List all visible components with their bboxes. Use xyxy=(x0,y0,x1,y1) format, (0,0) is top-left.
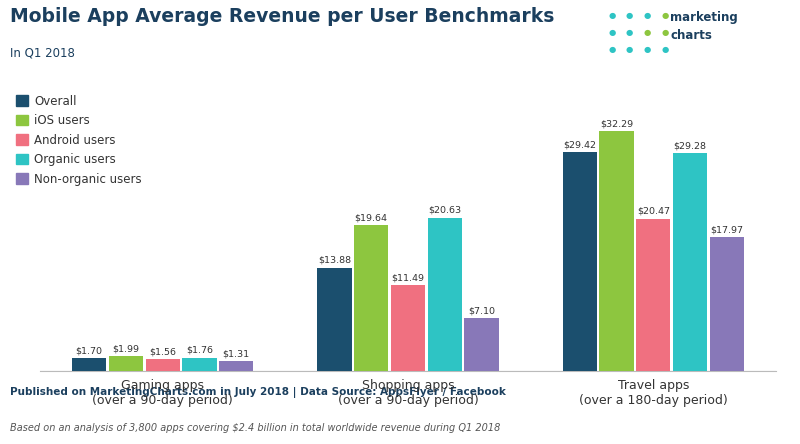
Text: ●: ● xyxy=(626,45,634,54)
Text: $1.31: $1.31 xyxy=(222,349,250,358)
Text: $29.28: $29.28 xyxy=(674,142,706,151)
Text: $1.99: $1.99 xyxy=(112,344,139,353)
Text: ●: ● xyxy=(608,28,616,37)
Bar xyxy=(354,225,388,371)
Text: charts: charts xyxy=(670,29,712,42)
Bar xyxy=(428,218,462,371)
Text: $17.97: $17.97 xyxy=(710,226,743,234)
Bar xyxy=(710,238,744,371)
Text: $1.70: $1.70 xyxy=(75,346,102,355)
Bar xyxy=(391,285,425,371)
Text: ●: ● xyxy=(661,28,669,37)
Text: ●: ● xyxy=(608,45,616,54)
Text: ●: ● xyxy=(661,45,669,54)
Bar xyxy=(636,219,670,371)
Text: ●: ● xyxy=(643,28,651,37)
Text: $20.47: $20.47 xyxy=(637,207,670,216)
Text: ●: ● xyxy=(608,11,616,20)
Bar xyxy=(318,268,351,371)
Bar xyxy=(219,361,254,371)
Text: $1.56: $1.56 xyxy=(149,347,176,356)
Text: In Q1 2018: In Q1 2018 xyxy=(10,47,74,59)
Text: $11.49: $11.49 xyxy=(391,274,425,282)
Text: $1.76: $1.76 xyxy=(186,346,213,355)
Text: ●: ● xyxy=(643,45,651,54)
Bar xyxy=(146,359,180,371)
Bar xyxy=(599,131,634,371)
Text: marketing: marketing xyxy=(670,11,738,24)
Text: $19.64: $19.64 xyxy=(354,213,388,222)
Legend: Overall, iOS users, Android users, Organic users, Non-organic users: Overall, iOS users, Android users, Organ… xyxy=(17,95,142,186)
Text: ●: ● xyxy=(626,11,634,20)
Bar xyxy=(673,154,707,371)
Bar xyxy=(562,152,597,371)
Text: ●: ● xyxy=(643,11,651,20)
Text: $20.63: $20.63 xyxy=(428,206,462,215)
Text: Based on an analysis of 3,800 apps covering $2.4 billion in total worldwide reve: Based on an analysis of 3,800 apps cover… xyxy=(10,424,500,433)
Text: Published on MarketingCharts.com in July 2018 | Data Source: AppsFlyer / Faceboo: Published on MarketingCharts.com in July… xyxy=(10,388,506,398)
Bar xyxy=(182,358,217,371)
Bar xyxy=(72,358,106,371)
Text: $13.88: $13.88 xyxy=(318,256,351,265)
Text: Mobile App Average Revenue per User Benchmarks: Mobile App Average Revenue per User Benc… xyxy=(10,7,554,26)
Bar xyxy=(109,356,143,371)
Text: $32.29: $32.29 xyxy=(600,119,633,128)
Text: ●: ● xyxy=(661,11,669,20)
Bar xyxy=(465,318,498,371)
Text: $7.10: $7.10 xyxy=(468,306,495,315)
Text: ●: ● xyxy=(626,28,634,37)
Text: $29.42: $29.42 xyxy=(563,140,596,150)
